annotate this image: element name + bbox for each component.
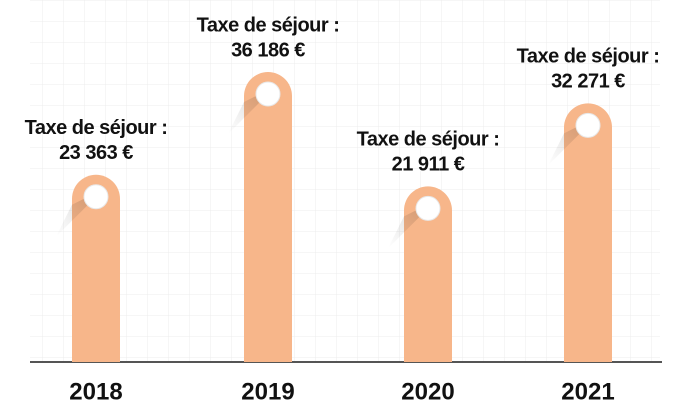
bar [244,72,292,362]
bullet [83,184,109,210]
bar [564,103,612,362]
value-label-title: Taxe de séjour : [357,129,500,151]
background-grid [30,0,660,362]
x-tick-label: 2020 [401,378,454,405]
value-label: 23 363 € [59,142,133,164]
x-tick-label: 2018 [69,378,122,405]
bar [72,174,120,362]
value-label-title: Taxe de séjour : [25,117,168,139]
bullet [255,81,281,107]
bar [404,186,452,362]
value-label: 21 911 € [392,154,465,176]
value-label: 36 186 € [231,39,305,61]
bullet [575,112,601,138]
x-tick-label: 2019 [241,378,294,405]
value-label-title: Taxe de séjour : [197,14,340,36]
value-label-title: Taxe de séjour : [517,46,660,68]
value-label: 32 271 € [551,71,625,93]
bullet [415,195,441,221]
x-tick-label: 2021 [561,378,614,405]
